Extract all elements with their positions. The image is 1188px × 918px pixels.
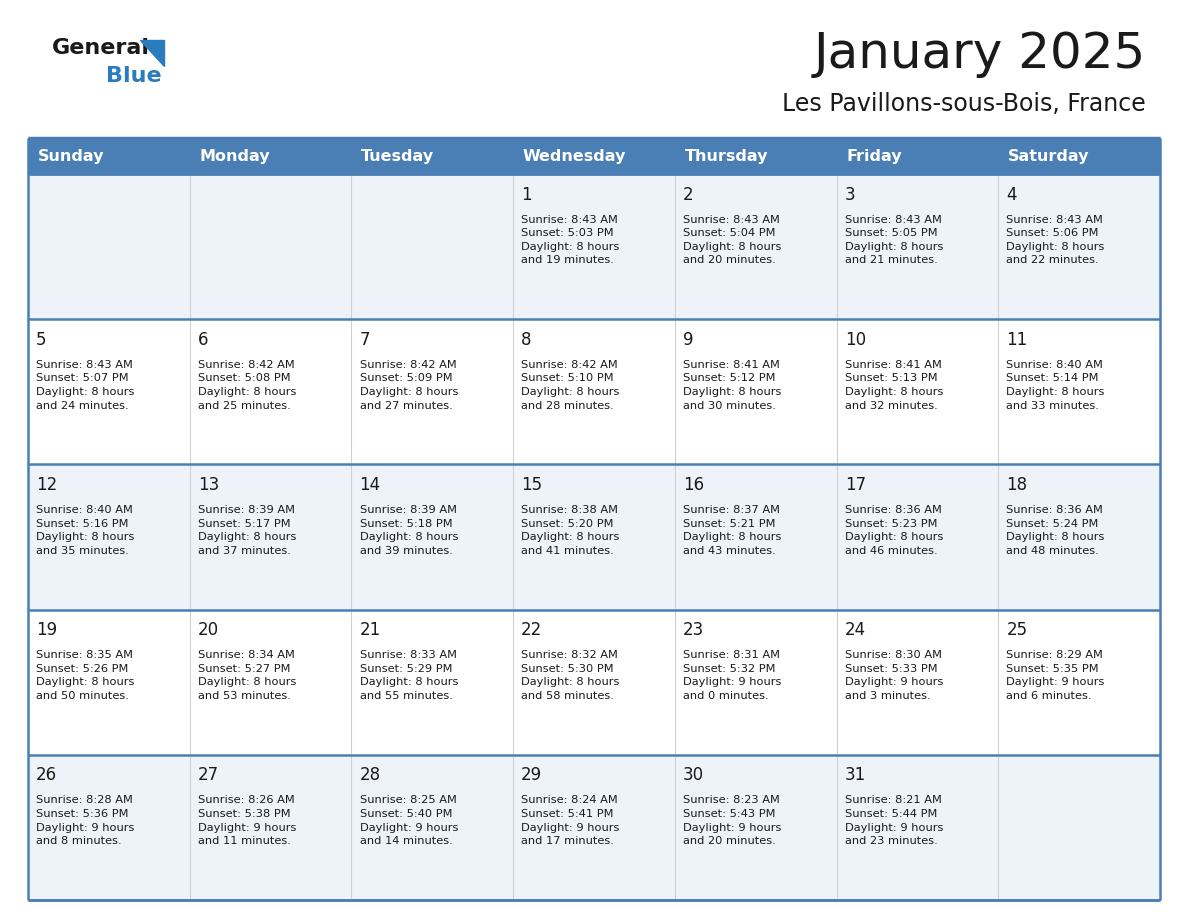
Text: Sunrise: 8:42 AM
Sunset: 5:08 PM
Daylight: 8 hours
and 25 minutes.: Sunrise: 8:42 AM Sunset: 5:08 PM Dayligh…	[197, 360, 296, 410]
Text: Sunrise: 8:36 AM
Sunset: 5:23 PM
Daylight: 8 hours
and 46 minutes.: Sunrise: 8:36 AM Sunset: 5:23 PM Dayligh…	[845, 505, 943, 556]
Text: Sunrise: 8:34 AM
Sunset: 5:27 PM
Daylight: 8 hours
and 53 minutes.: Sunrise: 8:34 AM Sunset: 5:27 PM Dayligh…	[197, 650, 296, 701]
Text: Sunrise: 8:43 AM
Sunset: 5:07 PM
Daylight: 8 hours
and 24 minutes.: Sunrise: 8:43 AM Sunset: 5:07 PM Dayligh…	[36, 360, 134, 410]
Text: Sunrise: 8:31 AM
Sunset: 5:32 PM
Daylight: 9 hours
and 0 minutes.: Sunrise: 8:31 AM Sunset: 5:32 PM Dayligh…	[683, 650, 782, 701]
Text: 4: 4	[1006, 185, 1017, 204]
Text: Monday: Monday	[200, 149, 270, 163]
Text: 22: 22	[522, 621, 543, 639]
Text: 14: 14	[360, 476, 380, 494]
Bar	[352, 138, 513, 174]
Text: 17: 17	[845, 476, 866, 494]
Text: Les Pavillons-sous-Bois, France: Les Pavillons-sous-Bois, France	[782, 92, 1146, 116]
Text: 18: 18	[1006, 476, 1028, 494]
Text: General: General	[52, 38, 150, 58]
Text: January 2025: January 2025	[814, 30, 1146, 78]
Text: 27: 27	[197, 767, 219, 784]
Text: Sunrise: 8:23 AM
Sunset: 5:43 PM
Daylight: 9 hours
and 20 minutes.: Sunrise: 8:23 AM Sunset: 5:43 PM Dayligh…	[683, 796, 782, 846]
Bar	[998, 138, 1159, 174]
Text: 9: 9	[683, 330, 694, 349]
Text: Thursday: Thursday	[684, 149, 769, 163]
Bar	[29, 138, 190, 174]
Text: 29: 29	[522, 767, 543, 784]
Text: Sunrise: 8:39 AM
Sunset: 5:17 PM
Daylight: 8 hours
and 37 minutes.: Sunrise: 8:39 AM Sunset: 5:17 PM Dayligh…	[197, 505, 296, 556]
Text: 30: 30	[683, 767, 704, 784]
Text: 26: 26	[36, 767, 57, 784]
Text: Sunrise: 8:36 AM
Sunset: 5:24 PM
Daylight: 8 hours
and 48 minutes.: Sunrise: 8:36 AM Sunset: 5:24 PM Dayligh…	[1006, 505, 1105, 556]
Text: Sunrise: 8:24 AM
Sunset: 5:41 PM
Daylight: 9 hours
and 17 minutes.: Sunrise: 8:24 AM Sunset: 5:41 PM Dayligh…	[522, 796, 620, 846]
Text: Sunrise: 8:42 AM
Sunset: 5:10 PM
Daylight: 8 hours
and 28 minutes.: Sunrise: 8:42 AM Sunset: 5:10 PM Dayligh…	[522, 360, 620, 410]
Text: Sunrise: 8:30 AM
Sunset: 5:33 PM
Daylight: 9 hours
and 3 minutes.: Sunrise: 8:30 AM Sunset: 5:33 PM Dayligh…	[845, 650, 943, 701]
Text: Sunrise: 8:43 AM
Sunset: 5:04 PM
Daylight: 8 hours
and 20 minutes.: Sunrise: 8:43 AM Sunset: 5:04 PM Dayligh…	[683, 215, 782, 265]
Text: Sunrise: 8:25 AM
Sunset: 5:40 PM
Daylight: 9 hours
and 14 minutes.: Sunrise: 8:25 AM Sunset: 5:40 PM Dayligh…	[360, 796, 457, 846]
Bar	[29, 610, 1159, 755]
Text: Sunrise: 8:42 AM
Sunset: 5:09 PM
Daylight: 8 hours
and 27 minutes.: Sunrise: 8:42 AM Sunset: 5:09 PM Dayligh…	[360, 360, 457, 410]
Text: Sunrise: 8:40 AM
Sunset: 5:14 PM
Daylight: 8 hours
and 33 minutes.: Sunrise: 8:40 AM Sunset: 5:14 PM Dayligh…	[1006, 360, 1105, 410]
Text: 28: 28	[360, 767, 380, 784]
Bar	[675, 138, 836, 174]
Text: Sunrise: 8:41 AM
Sunset: 5:13 PM
Daylight: 8 hours
and 32 minutes.: Sunrise: 8:41 AM Sunset: 5:13 PM Dayligh…	[845, 360, 943, 410]
Text: Sunrise: 8:32 AM
Sunset: 5:30 PM
Daylight: 8 hours
and 58 minutes.: Sunrise: 8:32 AM Sunset: 5:30 PM Dayligh…	[522, 650, 620, 701]
Text: Sunrise: 8:33 AM
Sunset: 5:29 PM
Daylight: 8 hours
and 55 minutes.: Sunrise: 8:33 AM Sunset: 5:29 PM Dayligh…	[360, 650, 457, 701]
Text: 15: 15	[522, 476, 543, 494]
Text: 8: 8	[522, 330, 532, 349]
Text: Sunrise: 8:39 AM
Sunset: 5:18 PM
Daylight: 8 hours
and 39 minutes.: Sunrise: 8:39 AM Sunset: 5:18 PM Dayligh…	[360, 505, 457, 556]
Text: Sunrise: 8:40 AM
Sunset: 5:16 PM
Daylight: 8 hours
and 35 minutes.: Sunrise: 8:40 AM Sunset: 5:16 PM Dayligh…	[36, 505, 134, 556]
Bar	[29, 319, 1159, 465]
Text: 7: 7	[360, 330, 369, 349]
Text: Sunrise: 8:41 AM
Sunset: 5:12 PM
Daylight: 8 hours
and 30 minutes.: Sunrise: 8:41 AM Sunset: 5:12 PM Dayligh…	[683, 360, 782, 410]
Text: 20: 20	[197, 621, 219, 639]
Text: Sunday: Sunday	[38, 149, 105, 163]
Text: 31: 31	[845, 767, 866, 784]
Text: 5: 5	[36, 330, 46, 349]
Bar	[29, 755, 1159, 900]
Polygon shape	[140, 40, 164, 66]
Text: Sunrise: 8:38 AM
Sunset: 5:20 PM
Daylight: 8 hours
and 41 minutes.: Sunrise: 8:38 AM Sunset: 5:20 PM Dayligh…	[522, 505, 620, 556]
Text: 19: 19	[36, 621, 57, 639]
Text: 21: 21	[360, 621, 381, 639]
Text: 11: 11	[1006, 330, 1028, 349]
Text: Wednesday: Wednesday	[523, 149, 626, 163]
Text: 23: 23	[683, 621, 704, 639]
Text: Tuesday: Tuesday	[361, 149, 435, 163]
Text: Blue: Blue	[106, 66, 162, 86]
Text: Sunrise: 8:35 AM
Sunset: 5:26 PM
Daylight: 8 hours
and 50 minutes.: Sunrise: 8:35 AM Sunset: 5:26 PM Dayligh…	[36, 650, 134, 701]
Text: 3: 3	[845, 185, 855, 204]
Text: Friday: Friday	[846, 149, 902, 163]
Text: 6: 6	[197, 330, 208, 349]
Text: Saturday: Saturday	[1007, 149, 1089, 163]
Text: Sunrise: 8:28 AM
Sunset: 5:36 PM
Daylight: 9 hours
and 8 minutes.: Sunrise: 8:28 AM Sunset: 5:36 PM Dayligh…	[36, 796, 134, 846]
Text: 12: 12	[36, 476, 57, 494]
Bar	[836, 138, 998, 174]
Text: 24: 24	[845, 621, 866, 639]
Text: Sunrise: 8:43 AM
Sunset: 5:05 PM
Daylight: 8 hours
and 21 minutes.: Sunrise: 8:43 AM Sunset: 5:05 PM Dayligh…	[845, 215, 943, 265]
Bar	[29, 465, 1159, 610]
Text: 1: 1	[522, 185, 532, 204]
Text: Sunrise: 8:26 AM
Sunset: 5:38 PM
Daylight: 9 hours
and 11 minutes.: Sunrise: 8:26 AM Sunset: 5:38 PM Dayligh…	[197, 796, 296, 846]
Text: 25: 25	[1006, 621, 1028, 639]
Text: 10: 10	[845, 330, 866, 349]
Text: Sunrise: 8:29 AM
Sunset: 5:35 PM
Daylight: 9 hours
and 6 minutes.: Sunrise: 8:29 AM Sunset: 5:35 PM Dayligh…	[1006, 650, 1105, 701]
Text: 2: 2	[683, 185, 694, 204]
Text: Sunrise: 8:43 AM
Sunset: 5:06 PM
Daylight: 8 hours
and 22 minutes.: Sunrise: 8:43 AM Sunset: 5:06 PM Dayligh…	[1006, 215, 1105, 265]
Text: Sunrise: 8:37 AM
Sunset: 5:21 PM
Daylight: 8 hours
and 43 minutes.: Sunrise: 8:37 AM Sunset: 5:21 PM Dayligh…	[683, 505, 782, 556]
Bar	[190, 138, 352, 174]
Text: Sunrise: 8:43 AM
Sunset: 5:03 PM
Daylight: 8 hours
and 19 minutes.: Sunrise: 8:43 AM Sunset: 5:03 PM Dayligh…	[522, 215, 620, 265]
Text: Sunrise: 8:21 AM
Sunset: 5:44 PM
Daylight: 9 hours
and 23 minutes.: Sunrise: 8:21 AM Sunset: 5:44 PM Dayligh…	[845, 796, 943, 846]
Text: 16: 16	[683, 476, 704, 494]
Text: 13: 13	[197, 476, 219, 494]
Bar	[513, 138, 675, 174]
Bar	[29, 174, 1159, 319]
